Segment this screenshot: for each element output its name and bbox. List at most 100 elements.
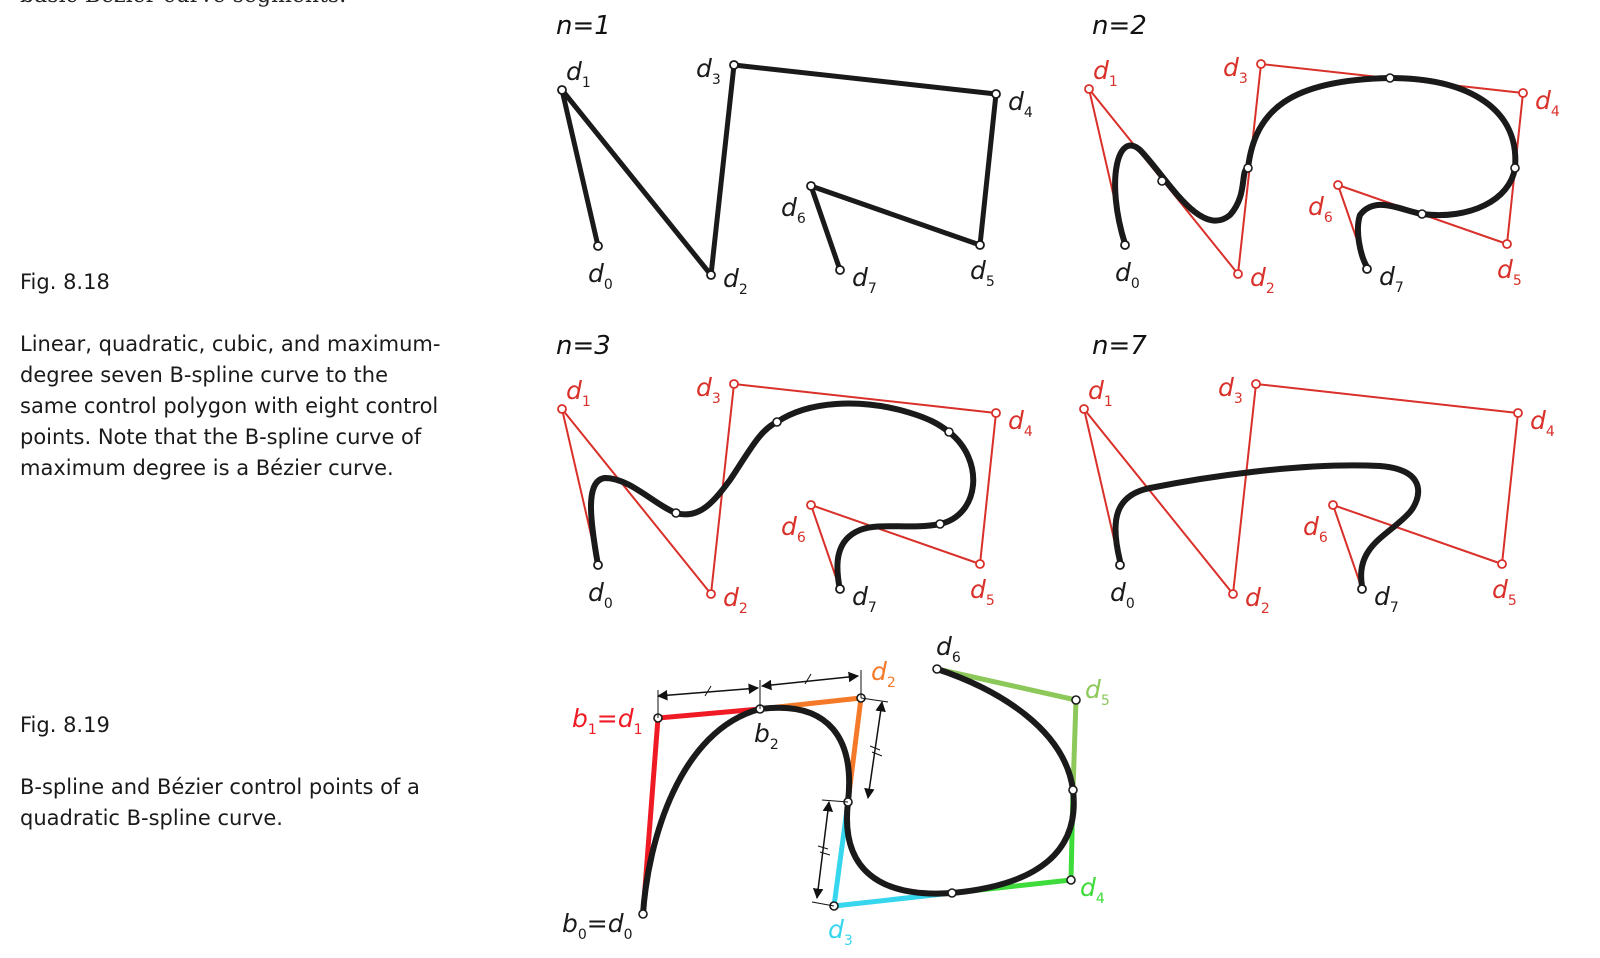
label-d0: d0	[1115, 258, 1140, 292]
label-d2: d2	[723, 264, 748, 298]
control-point-d5	[975, 240, 985, 250]
label-d3: d3	[1223, 53, 1248, 87]
label-d7: d7	[852, 263, 877, 297]
panel-title-n7: n=7	[1092, 331, 1147, 361]
label-d5: d5	[970, 575, 995, 609]
label-d7: d7	[1379, 262, 1404, 296]
label-b0-d0: b0=d0	[562, 909, 633, 943]
control-point-d0	[1115, 560, 1125, 570]
label-d4: d4	[1008, 406, 1033, 440]
segment-light-green	[936, 666, 1079, 791]
control-point-d1	[1084, 84, 1094, 94]
control-point-d1	[1079, 404, 1089, 414]
control-point-d1	[557, 85, 567, 95]
equal-length-tick	[804, 673, 812, 685]
control-point-d7	[1357, 584, 1367, 594]
panel-n3: d0 d1 d2 d3 d4 d5 d6 d7	[557, 373, 1033, 617]
figure-8-19-number: Fig. 8.19	[20, 713, 110, 737]
label-d4: d4	[1530, 406, 1555, 440]
knot-point	[1385, 73, 1395, 83]
panel-n2: d0 d1 d2 d3 d4 d5 d6 d7	[1084, 53, 1560, 297]
figure-8-19-text: B-spline and Bézier control points of a …	[20, 775, 420, 830]
label-fig819-d6: d6	[936, 632, 961, 666]
control-point-d7	[835, 265, 845, 275]
control-point-d4	[991, 89, 1001, 99]
control-point-d2	[706, 270, 716, 280]
equal-length-tick	[871, 751, 883, 757]
control-point-d4	[1513, 408, 1523, 418]
label-d2: d2	[723, 583, 748, 617]
extension-line	[860, 697, 889, 703]
control-point-d5	[1502, 239, 1512, 249]
figure-8-18-text: Linear, quadratic, cubic, and maximum- d…	[20, 332, 441, 480]
extension-line	[821, 799, 849, 803]
panel-title-n2: n=2	[1092, 11, 1147, 41]
equal-length-tick	[869, 745, 881, 751]
control-point-d3	[729, 379, 739, 389]
label-fig819-d5: d5	[1085, 675, 1110, 709]
fig819-point	[1066, 875, 1076, 885]
dimension-arrow-d1-b2	[656, 683, 760, 701]
b-spline-curve	[1112, 462, 1422, 589]
extension-line	[811, 901, 835, 907]
dimension-arrow-b2-d2	[760, 671, 860, 691]
label-d7: d7	[1374, 582, 1399, 616]
control-point-d3	[1251, 379, 1261, 389]
control-polygon	[559, 62, 999, 278]
figure-8-18-caption: Fig. 8.18 Linear, quadratic, cubic, and …	[20, 236, 500, 515]
knot-point	[944, 427, 954, 437]
fig819-point	[638, 909, 648, 919]
label-d4: d4	[1008, 87, 1033, 121]
knot-point	[1157, 176, 1167, 186]
label-d5: d5	[1497, 255, 1522, 289]
quadratic-b-spline-curve	[640, 666, 1077, 917]
panel-n7: d0 d1 d2 d3 d4 d5 d6 d7	[1079, 373, 1555, 617]
control-point-d0	[593, 560, 603, 570]
figure-8-19-caption: Fig. 8.19 B-spline and Bézier control po…	[20, 679, 500, 865]
b-spline-curve	[588, 400, 977, 593]
label-d1: d1	[566, 57, 591, 91]
label-b1-d1: b1=d1	[572, 704, 643, 738]
control-point-d7	[835, 584, 845, 594]
label-d5: d5	[970, 256, 995, 290]
label-d0: d0	[588, 259, 613, 293]
knot-point	[772, 417, 782, 427]
label-d1: d1	[1088, 376, 1113, 410]
figure-8-19-diagram: b1=d1 b0=d0 b2 d2 d3 d4 d5 d6	[562, 632, 1110, 949]
knot-point	[1417, 209, 1427, 219]
label-d6: d6	[1303, 512, 1328, 546]
figure-8-18-panels: d0 d1 d2 d3 d4 d5 d6 d7 d0 d1 d2 d3 d4 d5 d6 d7 d0 d1 d2 d3…	[557, 53, 1560, 617]
label-d4: d4	[1535, 86, 1560, 120]
label-fig819-d4: d4	[1080, 873, 1105, 907]
control-point-d2	[1228, 589, 1238, 599]
control-point-d3	[1256, 59, 1266, 69]
label-d6: d6	[1308, 192, 1333, 226]
label-d0: d0	[1110, 578, 1135, 612]
control-point-d6	[1333, 180, 1343, 190]
label-d1: d1	[566, 376, 591, 410]
control-point-d3	[729, 60, 739, 70]
control-point-d7	[1362, 264, 1372, 274]
panel-title-n1: n=1	[556, 11, 611, 41]
equal-length-tick	[704, 685, 712, 697]
b-spline-curve	[1112, 74, 1519, 270]
label-d0: d0	[588, 578, 613, 612]
knot-point	[671, 508, 681, 518]
label-d6: d6	[781, 512, 806, 546]
control-polygon	[1083, 383, 1519, 595]
label-d3: d3	[696, 54, 721, 88]
fig819-point	[1071, 695, 1081, 705]
label-d1: d1	[1093, 56, 1118, 90]
control-point-d5	[975, 559, 985, 569]
segment-red	[640, 706, 761, 915]
control-point-d5	[1497, 559, 1507, 569]
control-point-d6	[1328, 500, 1338, 510]
dimension-arrow-mid-d3	[812, 800, 834, 900]
label-d6: d6	[781, 193, 806, 227]
label-d2: d2	[1245, 583, 1270, 617]
segment-green	[951, 789, 1076, 896]
knot-point	[1243, 163, 1253, 173]
label-fig819-d2: d2	[871, 657, 896, 691]
control-point-d4	[1518, 88, 1528, 98]
